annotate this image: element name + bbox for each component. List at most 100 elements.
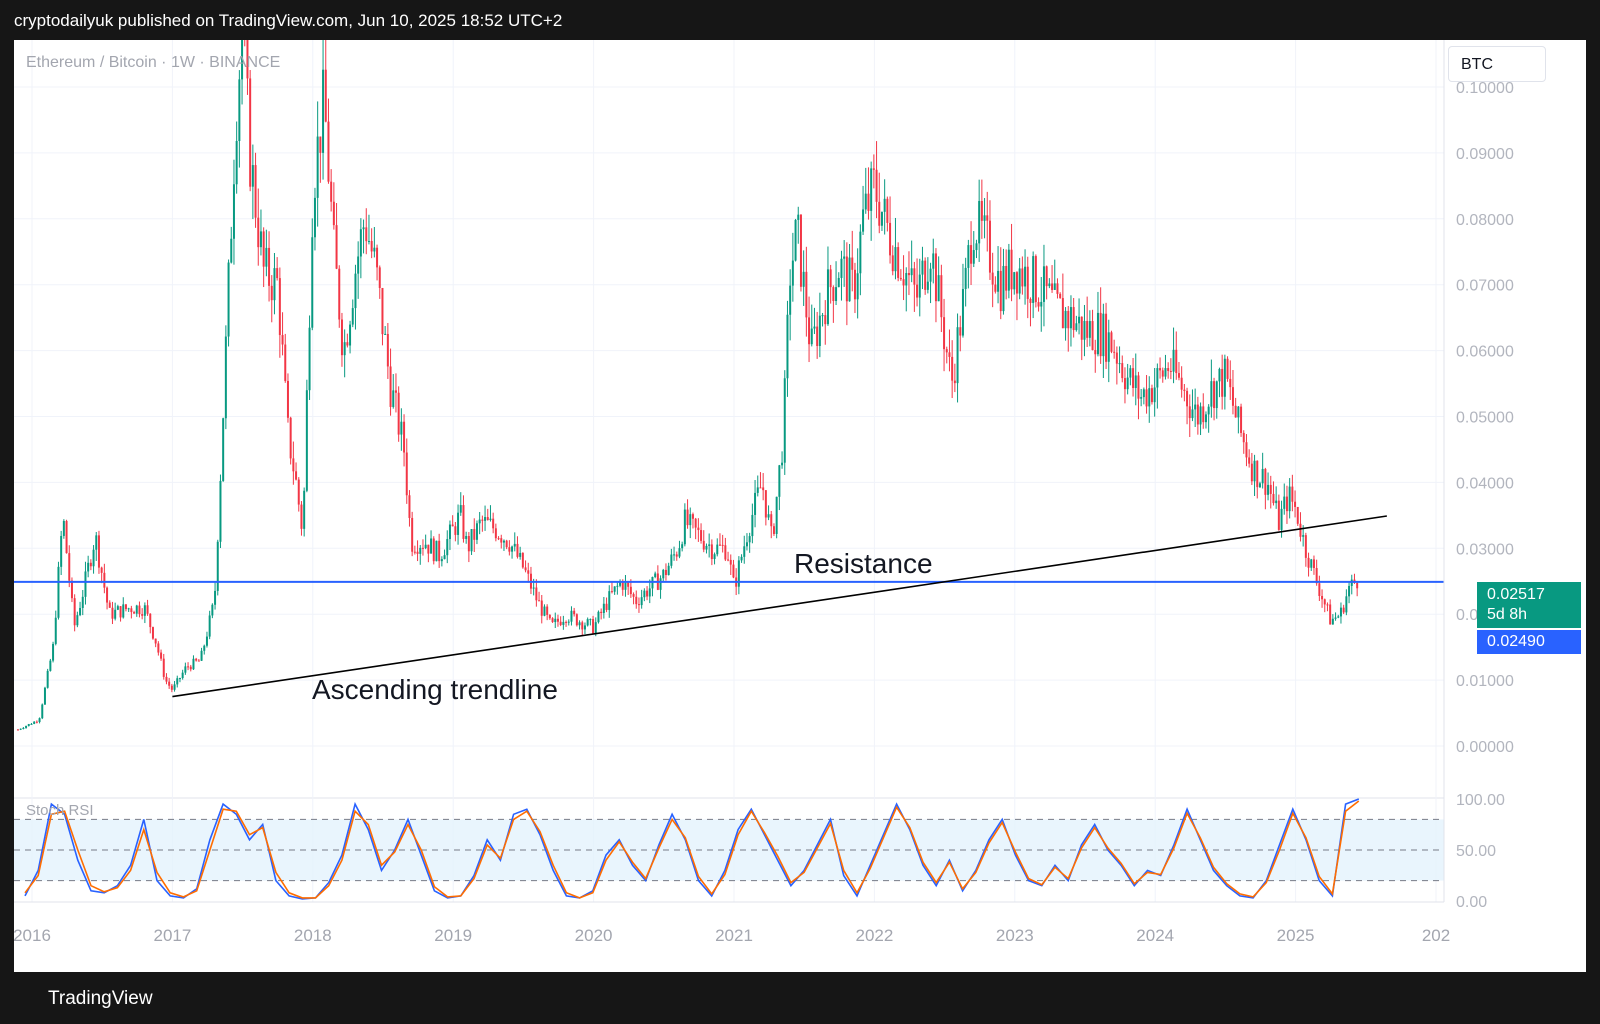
candle-body <box>1329 604 1332 625</box>
candle-body <box>1067 310 1070 329</box>
candle-body <box>1240 406 1243 433</box>
candle-body <box>173 684 176 690</box>
candle-body <box>532 587 535 589</box>
candle-body <box>1277 500 1280 530</box>
candle-body <box>694 518 697 528</box>
candle-body <box>775 496 778 534</box>
candle-body <box>1172 349 1175 372</box>
candle-body <box>1167 368 1170 371</box>
candle-body <box>35 721 38 723</box>
stoch-axis-label: 50.00 <box>1456 843 1496 860</box>
candle-body <box>880 211 883 226</box>
candle-body <box>16 729 19 731</box>
candle-body <box>465 536 468 539</box>
candle-body <box>459 505 462 513</box>
candle-body <box>867 193 870 211</box>
candle-body <box>254 165 257 218</box>
candle-body <box>1034 256 1037 303</box>
price-axis-label: 0.07000 <box>1456 278 1514 295</box>
candles-group <box>16 40 1359 731</box>
candle-body <box>38 718 41 723</box>
candle-body <box>467 536 470 552</box>
candle-body <box>1032 256 1035 303</box>
candle-body <box>424 544 427 549</box>
candle-body <box>1142 389 1145 398</box>
candle-body <box>897 247 900 278</box>
candle-body <box>1021 268 1024 287</box>
candle-body <box>894 247 897 272</box>
candle-body <box>837 277 840 288</box>
candle-body <box>122 604 125 618</box>
candle-body <box>1169 370 1172 372</box>
candle-body <box>1261 468 1264 484</box>
candle-body <box>1294 501 1297 507</box>
candle-body <box>435 540 438 562</box>
candle-body <box>1213 381 1216 409</box>
candle-body <box>141 614 144 616</box>
candle-body <box>1110 332 1113 352</box>
candle-body <box>808 317 811 345</box>
candle-body <box>940 275 943 318</box>
candle-body <box>486 517 489 521</box>
candle-body <box>124 604 127 610</box>
candle-body <box>1145 389 1148 407</box>
candle-body <box>575 614 578 626</box>
chart-panel[interactable]: 0.000000.010000.020000.030000.040000.050… <box>14 40 1586 972</box>
chart-canvas[interactable]: 0.000000.010000.020000.030000.040000.050… <box>14 40 1586 972</box>
candle-body <box>610 591 613 593</box>
candle-body <box>670 554 673 566</box>
candle-body <box>983 215 986 221</box>
candle-body <box>292 458 295 472</box>
candle-body <box>1302 535 1305 537</box>
candle-body <box>907 272 910 276</box>
candle-body <box>305 390 308 491</box>
candle-body <box>84 571 87 597</box>
candle-body <box>165 676 168 682</box>
candle-body <box>772 526 775 534</box>
candle-body <box>527 570 530 574</box>
candle-body <box>354 273 357 309</box>
candle-body <box>87 562 90 572</box>
candle-body <box>1348 585 1351 597</box>
currency-selector[interactable]: BTC <box>1448 46 1546 82</box>
candle-body <box>646 590 649 597</box>
candle-body <box>543 606 546 616</box>
candle-body <box>600 611 603 614</box>
candle-body <box>875 169 878 202</box>
candle-body <box>637 604 640 606</box>
candle-body <box>751 514 754 537</box>
candle-body <box>1123 378 1126 390</box>
candle-body <box>848 257 851 302</box>
candle-body <box>286 380 289 418</box>
candle-body <box>232 184 235 239</box>
candle-body <box>1345 596 1348 613</box>
candle-body <box>76 615 79 626</box>
candle-body <box>1315 568 1318 584</box>
candle-body <box>864 193 867 210</box>
candle-body <box>724 545 727 560</box>
candle-body <box>853 269 856 300</box>
candle-body <box>408 495 411 518</box>
candle-body <box>1129 368 1132 378</box>
candle-body <box>1258 483 1261 488</box>
candle-body <box>1091 321 1094 351</box>
candle-body <box>473 529 476 540</box>
candle-body <box>975 243 978 251</box>
candle-body <box>176 678 179 685</box>
candle-body <box>1153 387 1156 403</box>
candle-body <box>589 619 592 621</box>
candle-body <box>189 666 192 670</box>
candle-body <box>548 614 551 619</box>
candle-body <box>224 336 227 419</box>
candle-body <box>943 317 946 350</box>
candle-body <box>106 587 109 603</box>
ascending-trendline <box>172 515 1387 698</box>
candle-body <box>181 672 184 679</box>
candle-body <box>988 220 991 273</box>
candle-body <box>1285 496 1288 512</box>
candle-body <box>546 606 549 615</box>
candle-body <box>956 327 959 384</box>
candle-body <box>448 524 451 540</box>
candle-body <box>311 237 314 328</box>
candle-body <box>265 247 268 267</box>
